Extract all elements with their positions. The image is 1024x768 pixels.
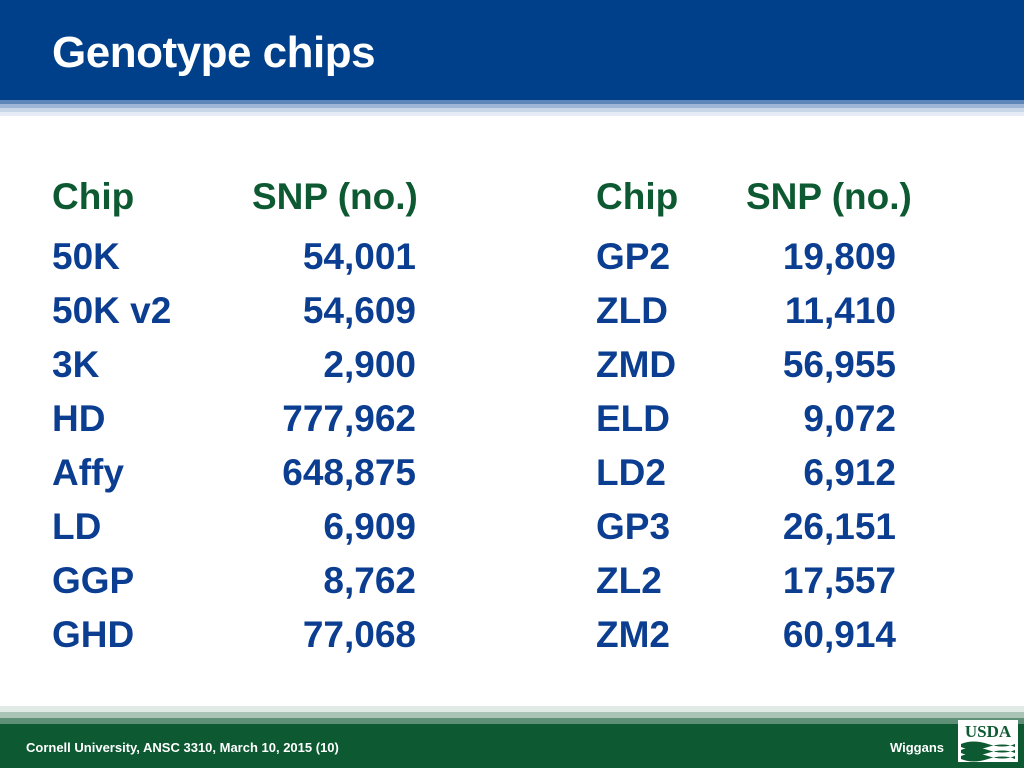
header-stripe bbox=[0, 112, 1024, 116]
snp-count: 26,151 bbox=[782, 506, 896, 547]
column-header-snp: SNP (no.) bbox=[252, 176, 418, 217]
usda-logo-icon: USDA bbox=[958, 720, 1018, 762]
slide-header: Genotype chips bbox=[0, 0, 1024, 100]
slide-title: Genotype chips bbox=[52, 28, 376, 77]
column-header-snp: SNP (no.) bbox=[746, 176, 912, 217]
column-header-chip: Chip bbox=[596, 176, 679, 217]
snp-count: 648,875 bbox=[282, 452, 416, 493]
snp-count: 11,410 bbox=[784, 290, 896, 331]
chip-name: ELD bbox=[596, 398, 670, 439]
footer-citation: Cornell University, ANSC 3310, March 10,… bbox=[26, 740, 339, 755]
chip-name: 50K v2 bbox=[52, 290, 172, 331]
snp-count: 54,609 bbox=[302, 290, 416, 331]
snp-count: 6,912 bbox=[803, 452, 896, 493]
footer-author: Wiggans bbox=[889, 740, 944, 755]
snp-count: 17,557 bbox=[782, 560, 896, 601]
snp-count: 9,072 bbox=[803, 398, 896, 439]
snp-count: 54,001 bbox=[302, 236, 416, 277]
snp-count: 77,068 bbox=[302, 614, 416, 655]
snp-count: 2,900 bbox=[323, 344, 416, 385]
chip-name: HD bbox=[52, 398, 106, 439]
chip-name: ZL2 bbox=[596, 560, 662, 601]
snp-count: 6,909 bbox=[323, 506, 416, 547]
footer-stripe bbox=[0, 706, 1024, 712]
snp-count: 8,762 bbox=[323, 560, 416, 601]
chip-name: LD bbox=[52, 506, 102, 547]
snp-count: 19,809 bbox=[782, 236, 896, 277]
chip-name: ZLD bbox=[596, 290, 668, 331]
chip-name: 50K bbox=[52, 236, 120, 277]
snp-count: 777,962 bbox=[282, 398, 416, 439]
chip-name: GGP bbox=[52, 560, 135, 601]
logo-text: USDA bbox=[965, 722, 1012, 741]
snp-count: 60,914 bbox=[782, 614, 896, 655]
header-stripe bbox=[0, 100, 1024, 104]
footer-stripe bbox=[0, 712, 1024, 718]
column-header-chip: Chip bbox=[52, 176, 135, 217]
snp-count: 56,955 bbox=[782, 344, 896, 385]
header-stripe bbox=[0, 104, 1024, 108]
chip-name: ZM2 bbox=[596, 614, 670, 655]
chip-name: Affy bbox=[52, 452, 124, 493]
footer-stripe bbox=[0, 718, 1024, 724]
chip-name: LD2 bbox=[596, 452, 666, 493]
slide-footer: Cornell University, ANSC 3310, March 10,… bbox=[0, 724, 1024, 768]
chip-name: GP2 bbox=[596, 236, 671, 277]
chip-name: ZMD bbox=[596, 344, 677, 385]
header-stripe bbox=[0, 108, 1024, 112]
chip-name: GHD bbox=[52, 614, 135, 655]
chip-name: GP3 bbox=[596, 506, 671, 547]
chip-name: 3K bbox=[52, 344, 100, 385]
